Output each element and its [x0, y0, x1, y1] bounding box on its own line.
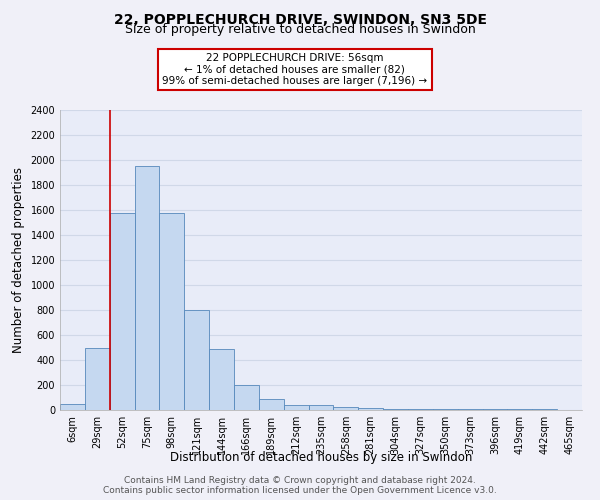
Y-axis label: Number of detached properties: Number of detached properties: [12, 167, 25, 353]
Bar: [134, 166, 160, 410]
Bar: [60, 404, 85, 410]
Bar: [85, 348, 110, 410]
Bar: [259, 399, 284, 410]
Text: Size of property relative to detached houses in Swindon: Size of property relative to detached ho…: [125, 22, 475, 36]
Text: Distribution of detached houses by size in Swindon: Distribution of detached houses by size …: [170, 451, 472, 464]
Bar: [358, 408, 383, 410]
Bar: [160, 212, 184, 410]
Text: 22, POPPLECHURCH DRIVE, SWINDON, SN3 5DE: 22, POPPLECHURCH DRIVE, SWINDON, SN3 5DE: [113, 12, 487, 26]
Text: 22 POPPLECHURCH DRIVE: 56sqm
← 1% of detached houses are smaller (82)
99% of sem: 22 POPPLECHURCH DRIVE: 56sqm ← 1% of det…: [163, 53, 427, 86]
Bar: [209, 349, 234, 410]
Bar: [184, 310, 209, 410]
Bar: [334, 407, 358, 410]
Bar: [284, 405, 308, 410]
Bar: [234, 385, 259, 410]
Bar: [308, 405, 334, 410]
Text: Contains HM Land Registry data © Crown copyright and database right 2024.
Contai: Contains HM Land Registry data © Crown c…: [103, 476, 497, 495]
Bar: [110, 212, 134, 410]
